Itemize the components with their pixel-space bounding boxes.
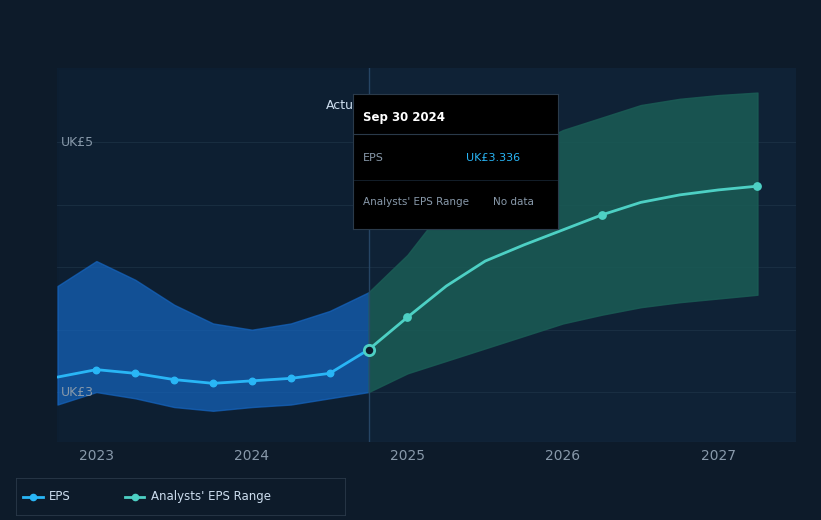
Text: No data: No data (493, 197, 534, 207)
Bar (57, 68, 369, 442)
Text: Actual: Actual (326, 98, 365, 111)
Point (245, 376, 259, 385)
Text: Analysts' EPS Range: Analysts' EPS Range (151, 490, 271, 503)
Text: EPS: EPS (49, 490, 71, 503)
Point (401, 313, 414, 321)
Text: UK£3.336: UK£3.336 (466, 153, 520, 163)
Text: Analysts' EPS Range: Analysts' EPS Range (363, 197, 470, 207)
Text: Sep 30 2024: Sep 30 2024 (363, 111, 445, 124)
Text: EPS: EPS (363, 153, 384, 163)
Point (128, 492, 141, 501)
Point (751, 182, 764, 190)
Point (284, 374, 297, 383)
Point (362, 345, 375, 354)
Point (89, 366, 103, 374)
Text: UK£3: UK£3 (61, 385, 94, 398)
Point (129, 369, 142, 378)
Text: Analysts Forecasts: Analysts Forecasts (372, 98, 488, 111)
Point (167, 375, 181, 384)
Point (323, 369, 337, 378)
Point (26, 492, 39, 501)
Text: UK£5: UK£5 (61, 136, 94, 149)
Point (206, 379, 219, 387)
Point (595, 211, 608, 219)
